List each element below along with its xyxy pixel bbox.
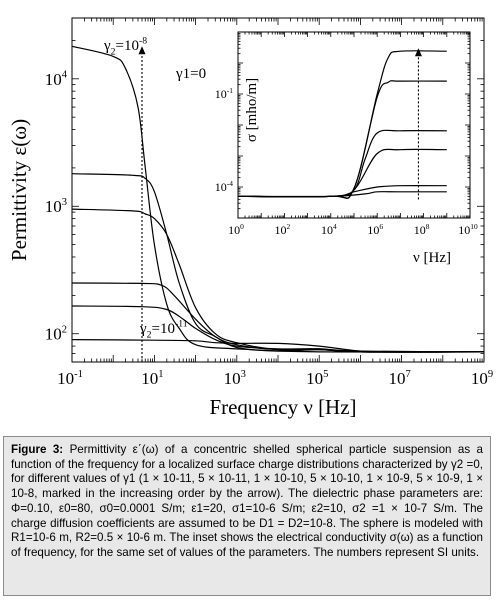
caption-text: Permittivity ε΄(ω) of a concentric shell… [11, 443, 483, 559]
main-x-axis-label: Frequency ν [Hz] [209, 395, 356, 419]
figure-caption: Figure 3: Permittivity ε΄(ω) of a concen… [3, 436, 491, 596]
inset-x-tick-label: 104 [321, 222, 337, 237]
caption-label: Figure 3: [11, 443, 64, 456]
inset-y-axis-label: σ [mho/m] [244, 78, 260, 142]
gamma1-label: γ1=0 [175, 66, 206, 82]
main-y-axis-label: Permittivity ε(ω) [7, 119, 31, 261]
main-y-tick-label: 104 [45, 70, 68, 89]
inset-increase-arrow-head [414, 48, 422, 57]
main-x-tick-label: 101 [141, 369, 163, 388]
gamma2-bottom-label: γ2=10-11 [139, 319, 188, 341]
main-x-tick-label: 105 [306, 369, 328, 388]
inset-x-axis-label: ν [Hz] [413, 250, 451, 266]
main-increase-arrow-head [138, 46, 146, 55]
inset-y-tick-label: 10-4 [215, 179, 233, 194]
main-y-tick-label: 103 [45, 197, 67, 216]
main-series-line-4 [71, 282, 485, 353]
inset-series-line-6 [237, 191, 447, 198]
inset-y-tick-label: 10-1 [215, 86, 233, 101]
main-series-line-6 [71, 339, 485, 353]
main-x-tick-label: 109 [471, 369, 493, 388]
main-y-tick-label: 102 [45, 325, 67, 344]
main-x-tick-label: 10-1 [57, 369, 83, 388]
inset-x-tick-label: 100 [228, 222, 244, 237]
inset-x-tick-label: 106 [367, 222, 383, 237]
inset-x-tick-label: 1010 [458, 222, 478, 237]
main-x-tick-label: 103 [224, 369, 246, 388]
inset-x-tick-label: 108 [414, 222, 430, 237]
permittivity-chart: 10-1 101 103 105 107 109 102 103 104 Frequency ν … [7, 17, 493, 419]
inset-x-tick-label: 102 [275, 222, 291, 237]
gamma2-top-label: γ2=10-8 [103, 36, 147, 58]
main-series-line-5 [71, 305, 485, 353]
main-x-tick-label: 107 [388, 369, 410, 388]
